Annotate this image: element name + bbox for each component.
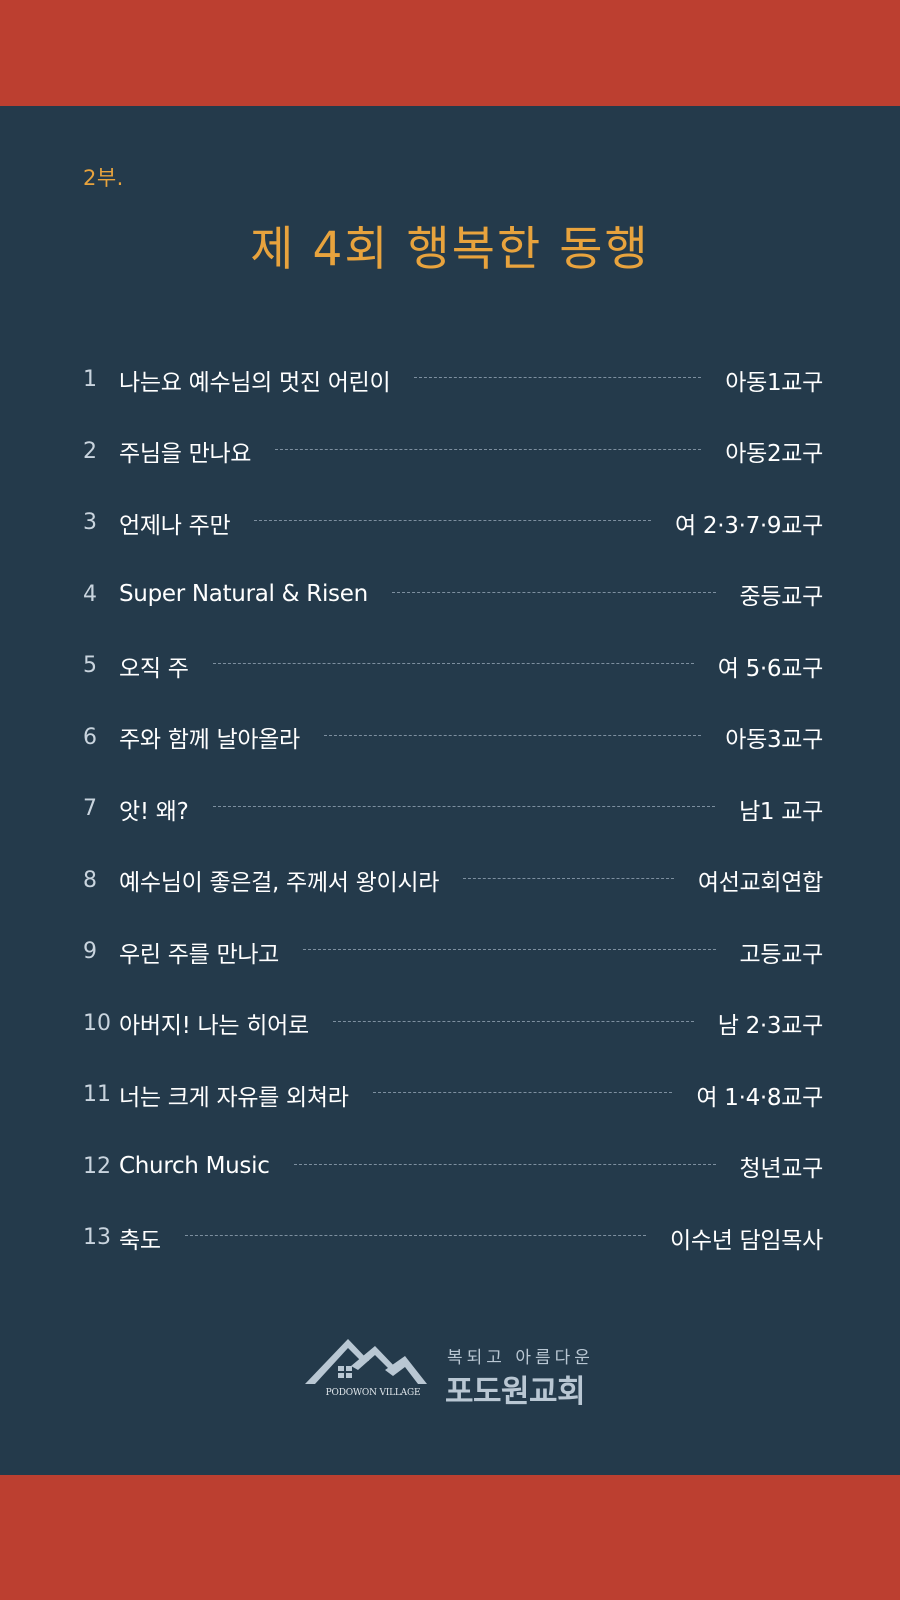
performer: 아동2교구 — [725, 441, 823, 468]
program-item: 9 우린 주를 만나고 고등교구 — [83, 916, 823, 988]
dotted-leader — [391, 591, 716, 593]
song-title: 너는 크게 자유를 외쳐라 — [119, 1084, 349, 1111]
item-number: 2 — [83, 438, 97, 464]
performer: 중등교구 — [739, 584, 824, 611]
item-number: 12 — [83, 1153, 111, 1179]
dotted-leader — [275, 448, 702, 450]
program-item: 11 너는 크게 자유를 외쳐라 여 1·4·8교구 — [83, 1059, 823, 1131]
performer: 아동3교구 — [725, 727, 823, 754]
song-title: 주와 함께 날아올라 — [119, 727, 300, 754]
song-title: 오직 주 — [119, 655, 189, 682]
program-item: 6 주와 함께 날아올라 아동3교구 — [83, 702, 823, 774]
church-slogan: 복되고 아름다운 — [447, 1348, 594, 1368]
dotted-leader — [254, 520, 652, 522]
program-item: 2 주님을 만나요 아동2교구 — [83, 416, 823, 488]
dotted-leader — [323, 734, 702, 736]
performer: 청년교구 — [739, 1156, 824, 1183]
program-item: 7 앗! 왜? 남1 교구 — [83, 773, 823, 845]
song-title: 축도 — [119, 1227, 161, 1254]
song-title: 나는요 예수님의 멋진 어린이 — [119, 369, 391, 396]
top-band — [0, 0, 900, 106]
song-title: 주님을 만나요 — [119, 441, 252, 468]
performer: 고등교구 — [739, 941, 824, 968]
item-number: 4 — [83, 581, 97, 607]
song-title: 앗! 왜? — [119, 798, 189, 825]
page-title: 제 4회 행복한 동행 — [250, 222, 650, 277]
program-item: 5 오직 주 여 5·6교구 — [83, 630, 823, 702]
program-list: 1 나는요 예수님의 멋진 어린이 아동1교구 2 주님을 만나요 아동2교구 … — [83, 344, 823, 1274]
performer: 여 1·4·8교구 — [696, 1084, 823, 1111]
church-name: 포도원교회 — [445, 1374, 586, 1410]
performer: 여 2·3·7·9교구 — [675, 512, 823, 539]
program-item: 10 아버지! 나는 히어로 남 2·3교구 — [83, 988, 823, 1060]
performer: 아동1교구 — [725, 369, 823, 396]
church-logo: PODOWON VILLAGE 복되고 아름다운 포도원교회 — [305, 1338, 605, 1410]
dotted-leader — [184, 1235, 646, 1237]
dotted-leader — [332, 1020, 694, 1022]
item-number: 3 — [83, 510, 97, 536]
performer: 여 5·6교구 — [717, 655, 824, 682]
item-number: 5 — [83, 653, 97, 679]
program-item: 4 Super Natural & Risen 중등교구 — [83, 559, 823, 631]
program-item: 8 예수님이 좋은걸, 주께서 왕이시라 여선교회연합 — [83, 845, 823, 917]
item-number: 10 — [83, 1010, 111, 1036]
dotted-leader — [414, 377, 702, 379]
performer: 남 2·3교구 — [717, 1013, 824, 1040]
bottom-band — [0, 1475, 900, 1600]
program-item: 12 Church Music 청년교구 — [83, 1131, 823, 1203]
mountain-house-icon — [305, 1339, 427, 1384]
song-title: Super Natural & Risen — [119, 581, 368, 608]
song-title: 아버지! 나는 히어로 — [119, 1013, 309, 1040]
program-item: 1 나는요 예수님의 멋진 어린이 아동1교구 — [83, 344, 823, 416]
song-title: 예수님이 좋은걸, 주께서 왕이시라 — [119, 870, 440, 897]
program-item: 3 언제나 주만 여 2·3·7·9교구 — [83, 487, 823, 559]
performer: 이수년 담임목사 — [669, 1227, 823, 1254]
item-number: 9 — [83, 939, 97, 965]
item-number: 13 — [83, 1225, 111, 1251]
dotted-leader — [372, 1092, 673, 1094]
item-number: 7 — [83, 796, 97, 822]
performer: 여선교회연합 — [697, 870, 823, 897]
item-number: 8 — [83, 867, 97, 893]
dotted-leader — [293, 1163, 716, 1165]
part-label: 2부. — [83, 166, 124, 190]
dotted-leader — [212, 663, 694, 665]
item-number: 11 — [83, 1082, 111, 1108]
program-item: 13 축도 이수년 담임목사 — [83, 1202, 823, 1274]
song-title: 우린 주를 만나고 — [119, 941, 280, 968]
item-number: 1 — [83, 367, 97, 393]
dotted-leader — [212, 806, 716, 808]
dotted-leader — [303, 949, 716, 951]
song-title: 언제나 주만 — [119, 512, 231, 539]
dotted-leader — [463, 877, 674, 879]
logo-emblem-text: PODOWON VILLAGE — [325, 1388, 421, 1398]
song-title: Church Music — [119, 1153, 270, 1180]
performer: 남1 교구 — [739, 798, 823, 825]
item-number: 6 — [83, 724, 97, 750]
